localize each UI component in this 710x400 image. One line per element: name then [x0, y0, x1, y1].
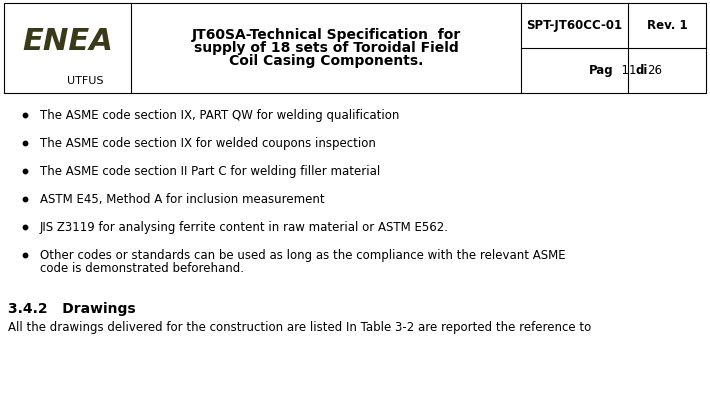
- Text: 26: 26: [648, 64, 662, 77]
- Text: Rev. 1: Rev. 1: [647, 19, 687, 32]
- Text: 11: 11: [613, 64, 640, 77]
- Text: di: di: [635, 64, 648, 77]
- Text: Coil Casing Components.: Coil Casing Components.: [229, 54, 423, 68]
- Text: ENEA: ENEA: [22, 28, 113, 56]
- Text: JT60SA-Technical Specification  for: JT60SA-Technical Specification for: [192, 28, 461, 42]
- Text: 3.4.2   Drawings: 3.4.2 Drawings: [8, 302, 136, 316]
- Text: SPT-JT60CC-01: SPT-JT60CC-01: [526, 19, 623, 32]
- Text: JIS Z3119 for analysing ferrite content in raw material or ASTM E562.: JIS Z3119 for analysing ferrite content …: [40, 220, 449, 234]
- Text: Pag: Pag: [589, 64, 613, 77]
- Text: Other codes or standards can be used as long as the compliance with the relevant: Other codes or standards can be used as …: [40, 248, 566, 262]
- Text: The ASME code section II Part C for welding filler material: The ASME code section II Part C for weld…: [40, 164, 381, 178]
- Text: The ASME code section IX, PART QW for welding qualification: The ASME code section IX, PART QW for we…: [40, 108, 399, 122]
- Text: UTFUS: UTFUS: [67, 76, 104, 86]
- Text: All the drawings delivered for the construction are listed In Table 3-2 are repo: All the drawings delivered for the const…: [8, 320, 591, 334]
- Text: supply of 18 sets of Toroidal Field: supply of 18 sets of Toroidal Field: [194, 41, 459, 55]
- Text: The ASME code section IX for welded coupons inspection: The ASME code section IX for welded coup…: [40, 136, 376, 150]
- Bar: [4, 3, 706, 93]
- Text: ASTM E45, Method A for inclusion measurement: ASTM E45, Method A for inclusion measure…: [40, 192, 324, 206]
- Text: code is demonstrated beforehand.: code is demonstrated beforehand.: [40, 262, 244, 276]
